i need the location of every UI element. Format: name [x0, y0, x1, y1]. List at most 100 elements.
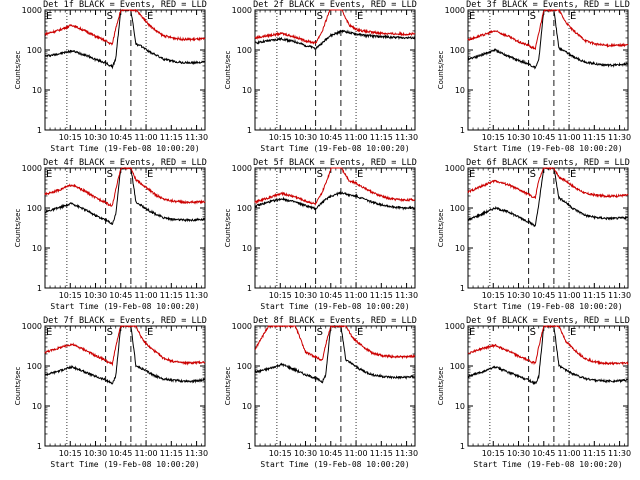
- plot-frame: [254, 325, 416, 447]
- lld-series-line: [44, 8, 206, 46]
- x-axis-label: Start Time (19-Feb-08 10:00:20): [260, 302, 410, 311]
- y-tick-label: 10: [32, 244, 42, 253]
- region-marker-label: E: [46, 11, 52, 22]
- x-tick-label: 11:00: [558, 291, 581, 300]
- x-tick-label: 11:30: [185, 133, 208, 142]
- lld-series-line: [44, 167, 206, 208]
- y-axis-label: Counts/sec: [437, 366, 445, 406]
- x-axis-label: Start Time (19-Feb-08 10:00:20): [473, 460, 623, 469]
- y-tick-label: 1000: [22, 322, 42, 331]
- y-tick-label: 100: [27, 46, 42, 55]
- x-tick-label: 10:45: [532, 449, 555, 458]
- y-tick-label: 1000: [232, 164, 252, 173]
- region-marker-label: S: [317, 11, 323, 22]
- detector-panel-4: 1 10 100 1000 10:15 10:30 10:45 11:00 11:15 11:30…: [22, 164, 208, 300]
- x-tick-label: 10:30: [84, 291, 107, 300]
- y-tick-label: 10: [242, 244, 252, 253]
- x-tick-label: 11:15: [160, 449, 183, 458]
- region-marker-label: E: [570, 169, 576, 180]
- chart-title: Det 9f BLACK = Events, RED = LLD: [466, 316, 630, 326]
- plot-frame: [44, 325, 206, 447]
- y-tick-label: 10: [242, 402, 252, 411]
- events-series-line: [467, 324, 629, 386]
- y-tick-label: 1: [247, 126, 252, 135]
- y-tick-label: 1000: [22, 6, 42, 15]
- lld-series-line: [254, 9, 416, 45]
- x-tick-label: 11:15: [583, 449, 606, 458]
- region-marker-label: S: [107, 169, 113, 180]
- detector-panel-8: 1 10 100 1000 10:15 10:30 10:45 11:00 11:15 11:30…: [232, 322, 418, 458]
- x-tick-label: 11:30: [395, 449, 418, 458]
- region-marker-label: S: [530, 169, 536, 180]
- region-marker-label: E: [469, 327, 475, 338]
- x-axis-label: Start Time (19-Feb-08 10:00:20): [50, 302, 200, 311]
- x-axis-label: Start Time (19-Feb-08 10:00:20): [50, 144, 200, 153]
- x-tick-label: 10:15: [482, 133, 505, 142]
- chart-title: Det 5f BLACK = Events, RED = LLD: [253, 158, 417, 168]
- x-tick-label: 11:00: [345, 291, 368, 300]
- x-tick-label: 11:00: [558, 449, 581, 458]
- y-tick-label: 10: [455, 86, 465, 95]
- x-tick-label: 11:00: [345, 133, 368, 142]
- region-marker-label: E: [147, 327, 153, 338]
- y-tick-label: 100: [450, 46, 465, 55]
- chart-title: Det 7f BLACK = Events, RED = LLD: [43, 316, 207, 326]
- y-axis-label: Counts/sec: [224, 50, 232, 90]
- x-tick-label: 10:15: [482, 291, 505, 300]
- y-axis-label: Counts/sec: [437, 50, 445, 90]
- x-tick-label: 11:15: [370, 133, 393, 142]
- region-marker-label: E: [147, 11, 153, 22]
- y-tick-label: 1000: [232, 322, 252, 331]
- x-tick-label: 10:45: [319, 133, 342, 142]
- y-tick-label: 10: [242, 86, 252, 95]
- region-marker-label: E: [469, 11, 475, 22]
- detector-panel-7: 1 10 100 1000 10:15 10:30 10:45 11:00 11:15 11:30…: [22, 322, 208, 458]
- x-tick-label: 11:30: [395, 133, 418, 142]
- region-marker-label: E: [570, 327, 576, 338]
- y-tick-label: 1: [460, 284, 465, 293]
- x-tick-label: 11:00: [558, 133, 581, 142]
- region-marker-label: E: [357, 11, 363, 22]
- region-marker-label: E: [570, 11, 576, 22]
- y-axis-label: Counts/sec: [224, 366, 232, 406]
- region-marker-label: S: [317, 327, 323, 338]
- region-marker-label: S: [107, 327, 113, 338]
- x-tick-label: 10:15: [269, 291, 292, 300]
- y-tick-label: 1000: [22, 164, 42, 173]
- lld-series-line: [467, 8, 629, 51]
- region-marker-label: E: [147, 169, 153, 180]
- region-marker-label: S: [107, 11, 113, 22]
- lld-series-line: [254, 167, 416, 206]
- plot-frame: [254, 9, 416, 131]
- events-series-line: [44, 8, 206, 70]
- x-tick-label: 10:45: [319, 449, 342, 458]
- y-tick-label: 100: [27, 204, 42, 213]
- x-tick-label: 11:15: [160, 291, 183, 300]
- events-series-line: [44, 166, 206, 225]
- events-series-line: [254, 190, 416, 211]
- x-tick-label: 10:15: [59, 449, 82, 458]
- region-marker-label: E: [469, 169, 475, 180]
- x-tick-label: 10:45: [319, 291, 342, 300]
- events-series-line: [254, 325, 416, 384]
- y-tick-label: 1000: [445, 6, 465, 15]
- x-tick-label: 11:15: [370, 449, 393, 458]
- x-tick-label: 10:45: [109, 133, 132, 142]
- x-tick-label: 10:30: [294, 291, 317, 300]
- x-tick-label: 10:30: [84, 449, 107, 458]
- x-tick-label: 11:30: [608, 291, 631, 300]
- x-axis-label: Start Time (19-Feb-08 10:00:20): [260, 144, 410, 153]
- lld-series-line: [44, 325, 206, 367]
- y-axis-label: Counts/sec: [14, 366, 22, 406]
- x-tick-label: 10:15: [59, 291, 82, 300]
- region-marker-label: S: [530, 11, 536, 22]
- y-tick-label: 1: [37, 284, 42, 293]
- detector-panel-2: 1 10 100 1000 10:15 10:30 10:45 11:00 11:15 11:30…: [232, 6, 418, 142]
- x-tick-label: 11:00: [135, 133, 158, 142]
- detector-panel-9: 1 10 100 1000 10:15 10:30 10:45 11:00 11:15 11:30…: [445, 322, 631, 458]
- x-tick-label: 11:30: [608, 133, 631, 142]
- region-marker-label: E: [46, 169, 52, 180]
- x-axis-label: Start Time (19-Feb-08 10:00:20): [260, 460, 410, 469]
- y-tick-label: 100: [237, 362, 252, 371]
- x-tick-label: 11:30: [395, 291, 418, 300]
